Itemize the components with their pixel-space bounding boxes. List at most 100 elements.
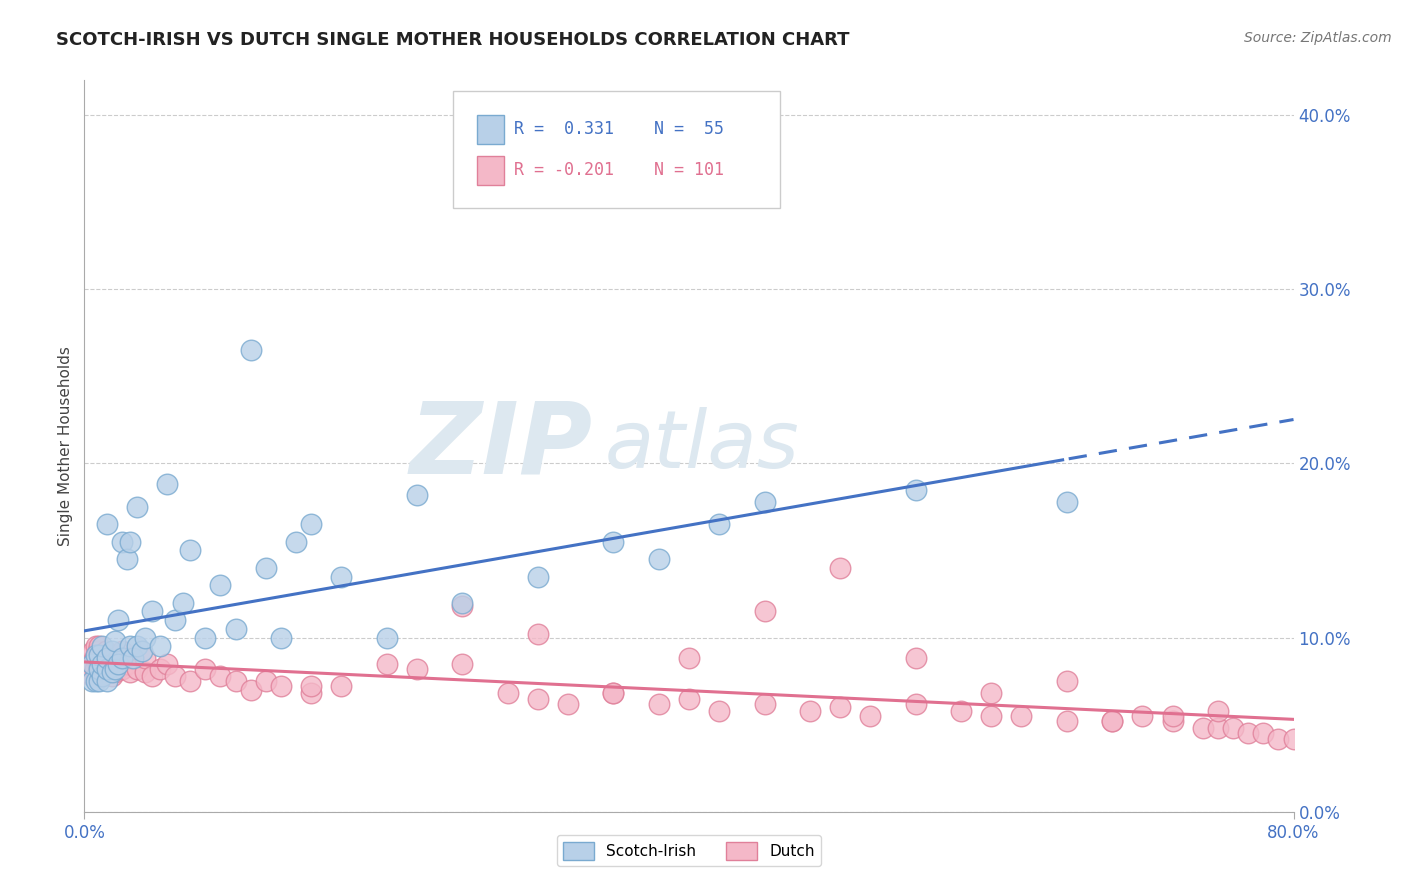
Point [86, 669, 108, 683]
Point [80, 648, 103, 662]
Point [904, 697, 927, 711]
Point [94, 644, 117, 658]
Legend: Scotch-Irish, Dutch: Scotch-Irish, Dutch [557, 836, 821, 866]
Point [1011, 709, 1033, 723]
Point [527, 569, 550, 583]
Point [1161, 709, 1184, 723]
Text: ZIP: ZIP [409, 398, 592, 494]
Point [127, 640, 149, 654]
Point [451, 657, 474, 671]
Point [91, 657, 114, 671]
Point [330, 679, 353, 693]
Point [96, 517, 118, 532]
Point [141, 604, 163, 618]
Point [141, 669, 163, 683]
Point [602, 686, 624, 700]
Point [179, 674, 201, 689]
Point [89, 669, 111, 683]
Point [980, 686, 1002, 700]
Text: R = -0.201    N = 101: R = -0.201 N = 101 [513, 161, 724, 179]
Point [86, 648, 108, 662]
Point [80, 674, 103, 689]
Point [859, 709, 882, 723]
Point [91, 657, 114, 671]
Point [98, 657, 121, 671]
Point [1056, 714, 1078, 728]
Point [89, 648, 111, 662]
Point [87, 644, 110, 658]
Text: atlas: atlas [605, 407, 799, 485]
Point [80, 669, 103, 683]
Point [149, 640, 172, 654]
Point [118, 665, 141, 680]
Point [82, 644, 104, 658]
Point [754, 494, 776, 508]
Bar [478, 115, 503, 144]
Point [375, 657, 398, 671]
Point [904, 483, 927, 497]
Point [496, 686, 519, 700]
Point [107, 662, 129, 676]
Point [86, 674, 108, 689]
Point [107, 648, 129, 662]
Point [1267, 731, 1289, 746]
Point [527, 691, 550, 706]
Point [86, 640, 108, 654]
Point [90, 662, 112, 676]
Point [375, 631, 398, 645]
Point [648, 552, 671, 566]
Point [1206, 721, 1229, 735]
FancyBboxPatch shape [453, 91, 780, 209]
Point [91, 669, 114, 683]
Point [799, 704, 821, 718]
Point [557, 697, 579, 711]
Point [127, 662, 149, 676]
Point [104, 651, 127, 665]
Point [107, 657, 129, 671]
Point [89, 662, 111, 676]
Point [121, 651, 143, 665]
Point [406, 488, 429, 502]
Point [104, 665, 127, 680]
Point [93, 665, 115, 680]
Point [1130, 709, 1153, 723]
Point [254, 561, 277, 575]
Point [1206, 704, 1229, 718]
Point [1282, 731, 1305, 746]
Point [239, 343, 262, 358]
Point [107, 613, 129, 627]
Point [980, 709, 1002, 723]
Point [131, 644, 153, 658]
Point [406, 662, 429, 676]
Point [77, 657, 100, 671]
Point [90, 651, 112, 665]
Point [165, 669, 187, 683]
Point [165, 613, 187, 627]
Point [648, 697, 671, 711]
Point [194, 662, 217, 676]
Point [179, 543, 201, 558]
Point [100, 644, 122, 658]
Point [111, 644, 134, 658]
Point [299, 517, 322, 532]
Point [84, 662, 107, 676]
Point [299, 679, 322, 693]
Point [82, 657, 104, 671]
Point [754, 697, 776, 711]
Point [678, 691, 700, 706]
Point [1056, 494, 1078, 508]
Point [89, 648, 111, 662]
Point [115, 657, 138, 671]
Point [156, 657, 179, 671]
Point [127, 500, 149, 514]
Point [96, 665, 118, 680]
Point [830, 700, 852, 714]
Point [111, 651, 134, 665]
Point [79, 662, 101, 676]
Point [602, 686, 624, 700]
Point [950, 704, 973, 718]
Point [134, 631, 156, 645]
Point [118, 640, 141, 654]
Point [1161, 714, 1184, 728]
Point [451, 596, 474, 610]
